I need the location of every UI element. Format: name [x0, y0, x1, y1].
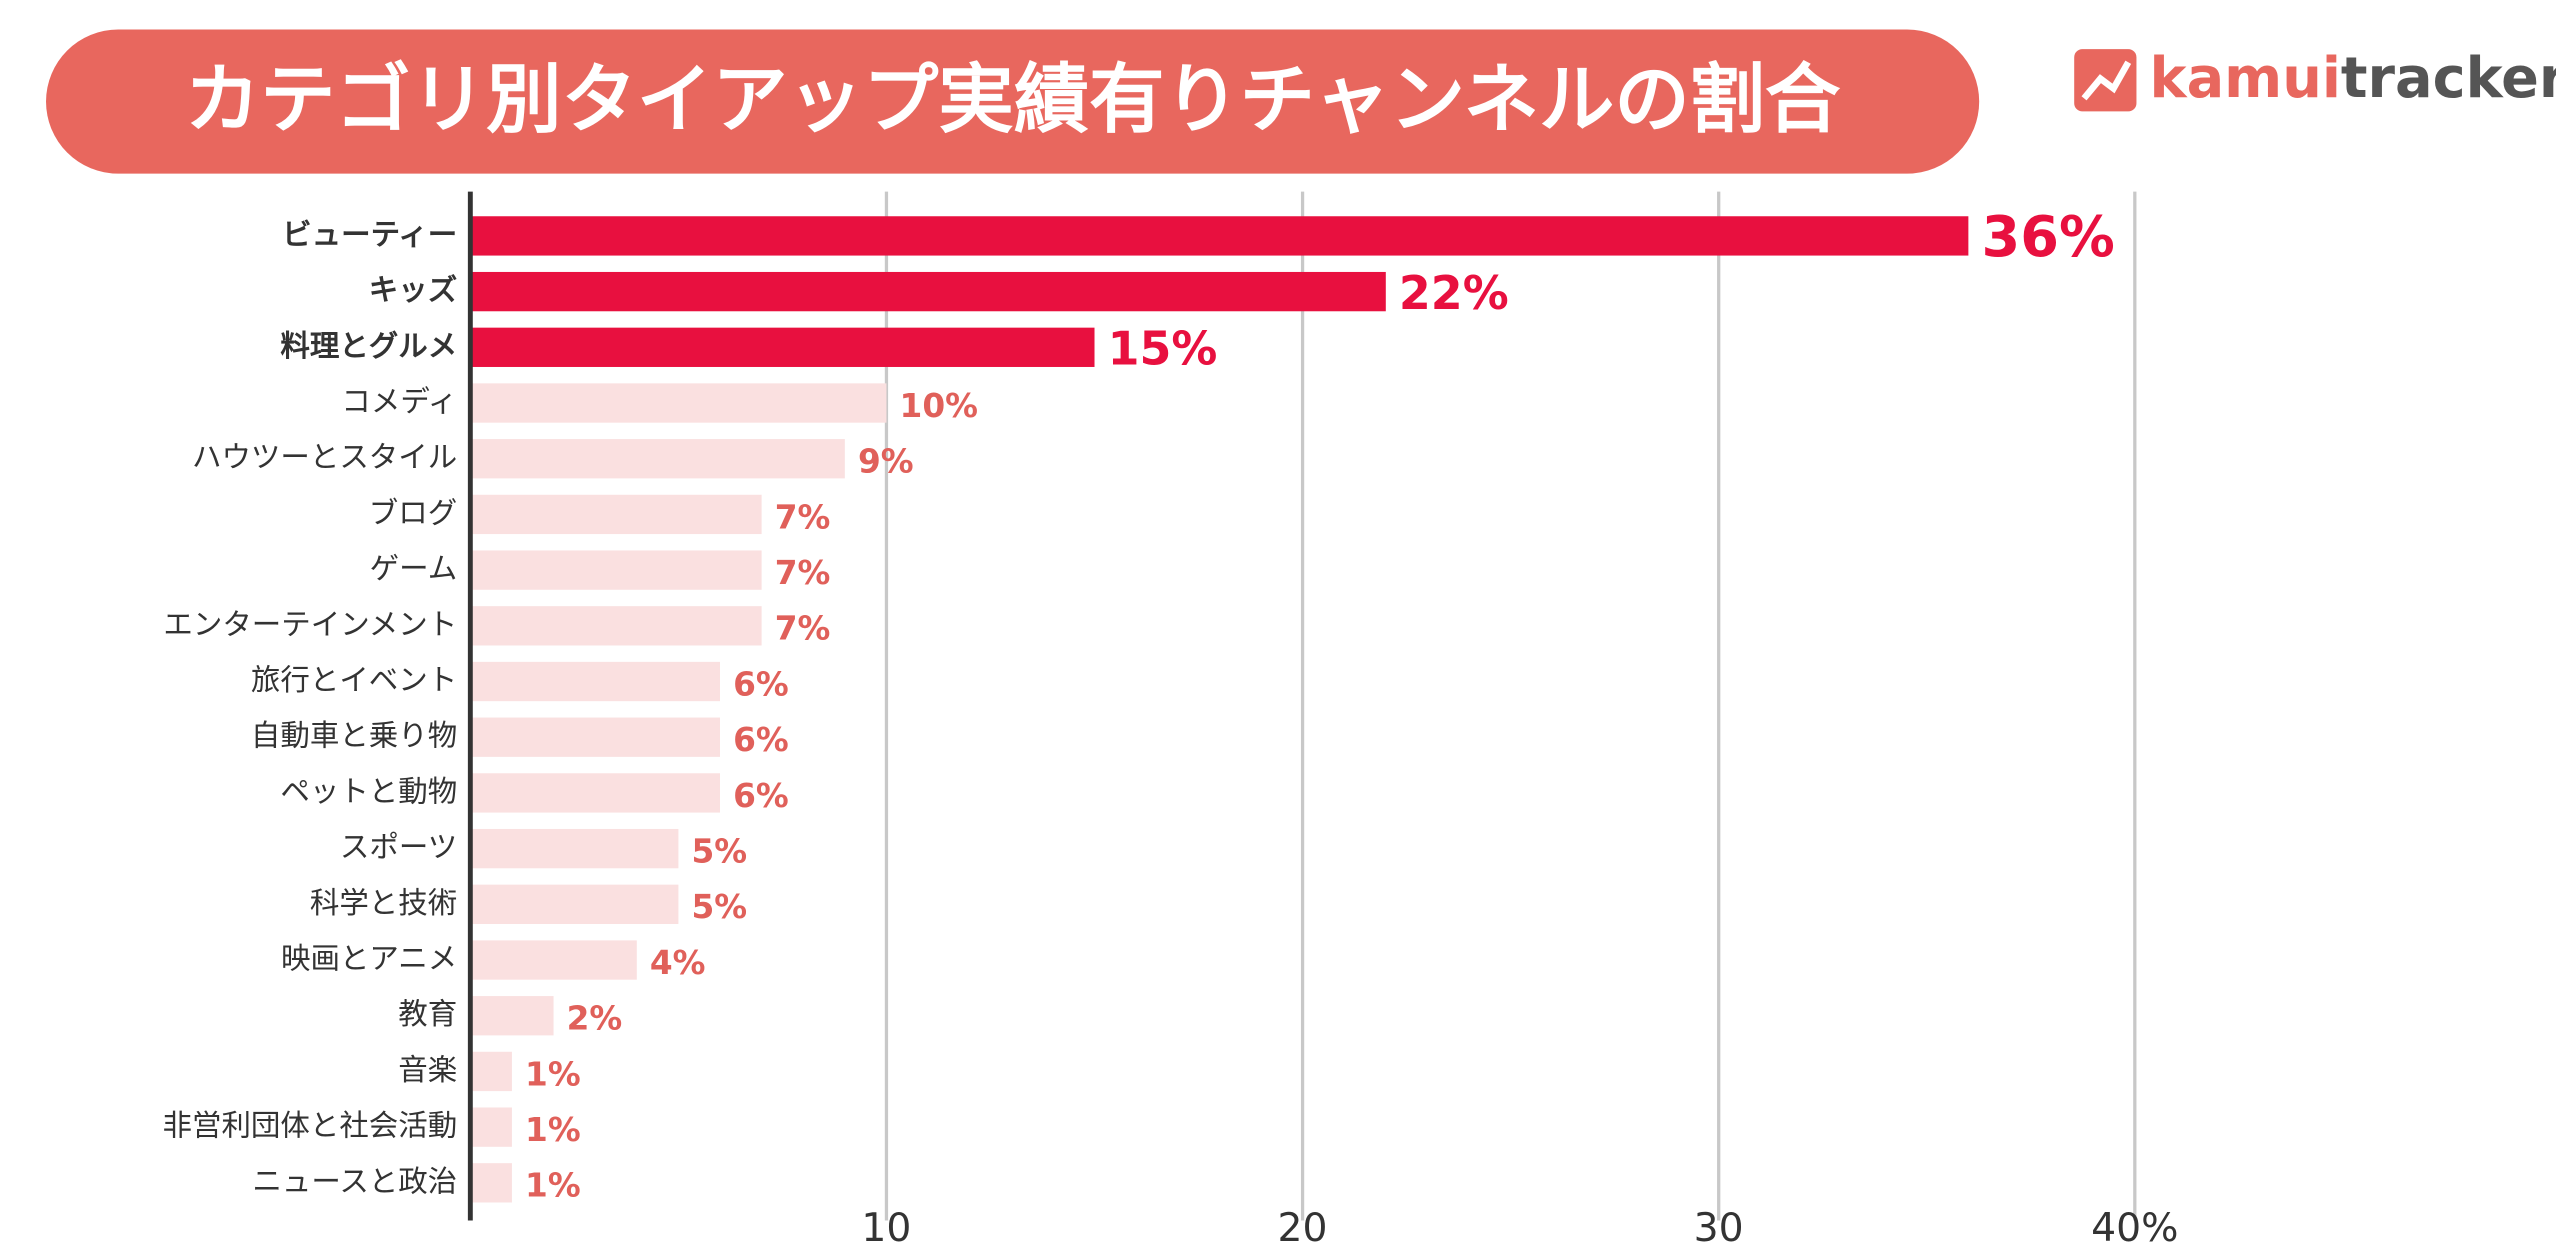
category-label: コメディ [341, 385, 457, 419]
bar [470, 606, 762, 646]
category-label: 非営利団体と社会活動 [163, 1109, 458, 1143]
bar [470, 717, 721, 757]
category-label: 教育 [398, 997, 457, 1031]
category-label: キッズ [369, 273, 457, 307]
bar [470, 216, 1969, 256]
category-label: エンターテインメント [163, 607, 457, 641]
logo: kamuitracker [2074, 46, 2556, 112]
plot: 10 20 30 40% ビューティー 36% キッズ 22% 料理とグルメ 15% コメディ 10%… [163, 191, 2178, 1250]
bar [470, 327, 1095, 367]
bar [470, 494, 762, 535]
x-tick-label: 40% [2091, 1206, 2178, 1250]
bar [470, 661, 721, 702]
value-label: 6% [733, 665, 789, 703]
bar [470, 828, 679, 869]
value-label: 10% [900, 387, 978, 425]
category-label: ゲーム [370, 552, 458, 586]
value-label: 1% [525, 1111, 581, 1149]
value-label: 4% [650, 944, 706, 982]
bar [470, 271, 1386, 312]
value-label: 7% [775, 554, 831, 592]
bar [470, 439, 845, 479]
bar [470, 884, 679, 924]
logo-icon-line [2081, 60, 2132, 101]
logo-text: kamuitracker [2150, 46, 2556, 111]
bar [470, 940, 637, 980]
category-label: スポーツ [340, 830, 457, 864]
bar [470, 996, 554, 1036]
title-banner [46, 29, 1980, 174]
x-tick-label: 10 [861, 1206, 911, 1250]
category-label: 自動車と乗り物 [251, 719, 457, 753]
category-label: 科学と技術 [310, 886, 457, 920]
category-label: ペットと動物 [280, 774, 457, 808]
value-label: 7% [775, 610, 831, 648]
bar [470, 383, 887, 423]
category-label: 料理とグルメ [280, 329, 457, 363]
value-label: 5% [691, 833, 747, 871]
value-label: 2% [567, 1000, 623, 1038]
x-tick-label: 30 [1694, 1206, 1744, 1250]
logo-kamui: kamui [2150, 46, 2341, 111]
value-label: 36% [1981, 205, 2114, 270]
category-label: 映画とアニメ [281, 942, 457, 976]
value-label: 9% [858, 443, 914, 481]
logo-tracker: tracker [2341, 46, 2556, 111]
value-label: 15% [1108, 322, 1218, 376]
chart-title: カテゴリ別タイアップ実績有りチャンネルの割合 [185, 55, 1841, 143]
bar [470, 773, 721, 813]
value-label: 1% [525, 1167, 581, 1205]
value-label: 6% [733, 777, 789, 815]
value-label: 1% [525, 1055, 581, 1093]
bar [470, 550, 762, 590]
value-label: 22% [1399, 266, 1509, 320]
bar [470, 1107, 512, 1147]
category-label: ニュースと政治 [252, 1164, 457, 1198]
value-label: 5% [691, 888, 747, 926]
category-label: 音楽 [398, 1053, 457, 1087]
category-label: ブログ [369, 496, 457, 530]
x-tick-label: 20 [1278, 1206, 1328, 1250]
bar [470, 1051, 512, 1092]
value-label: 6% [733, 721, 789, 759]
category-label: ハウツーとスタイル [192, 440, 457, 474]
category-label: 旅行とイベント [251, 663, 457, 697]
bar [470, 1163, 512, 1203]
value-label: 7% [775, 498, 831, 536]
category-label: ビューティー [282, 217, 457, 251]
